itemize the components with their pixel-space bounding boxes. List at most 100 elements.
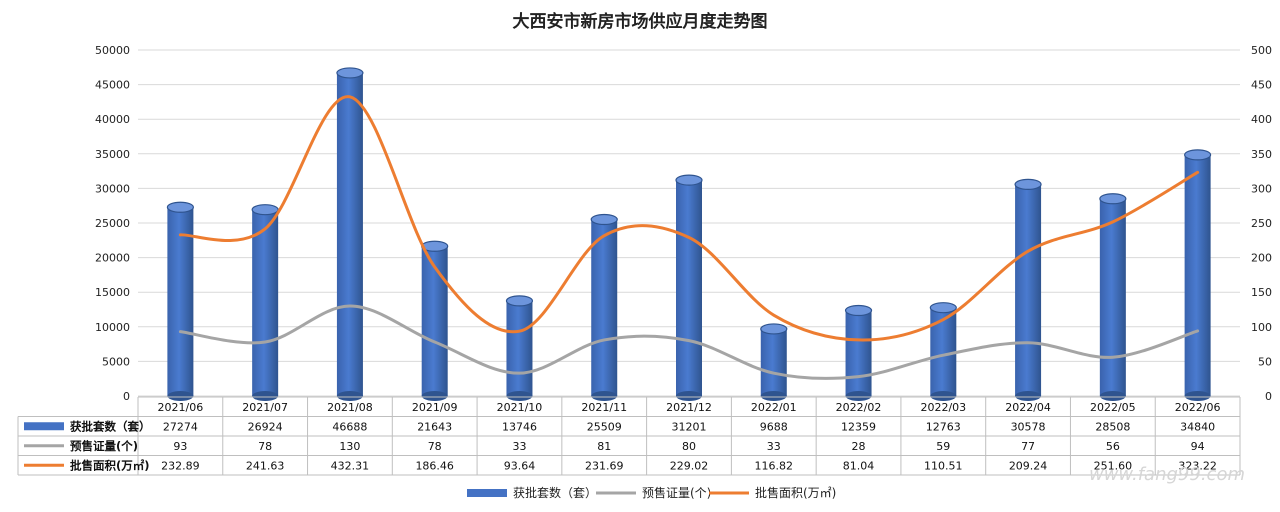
right-tick-label: 100: [1251, 321, 1272, 334]
data-label: 432.31: [331, 459, 370, 472]
data-label: 34840: [1180, 420, 1215, 433]
line-series: [178, 95, 1200, 380]
bar-series: [166, 67, 1212, 401]
category-label: 2022/02: [836, 401, 882, 414]
category-label: 2022/05: [1090, 401, 1136, 414]
category-label: 2022/04: [1005, 401, 1051, 414]
data-label: 241.63: [246, 459, 285, 472]
bar: [676, 180, 702, 396]
data-label: 209.24: [1009, 459, 1048, 472]
data-label: 28508: [1095, 420, 1130, 433]
bar-top: [251, 204, 279, 216]
row-legend-swatch: [24, 422, 64, 431]
bar-base: [760, 391, 787, 401]
bar-top: [1014, 178, 1042, 191]
right-tick-label: 500: [1251, 44, 1272, 57]
data-label: 251.60: [1094, 459, 1133, 472]
data-label: 93: [173, 440, 187, 453]
data-label: 78: [428, 440, 442, 453]
data-label: 229.02: [670, 459, 709, 472]
row-label: 批售面积(万㎡): [70, 458, 150, 472]
bar-top: [675, 174, 703, 186]
left-tick-label: 50000: [95, 44, 130, 57]
bar: [760, 328, 787, 396]
bar: [506, 300, 533, 396]
data-label: 33: [512, 440, 526, 453]
bar: [845, 310, 872, 396]
category-label: 2022/01: [751, 401, 797, 414]
bar-base: [676, 391, 702, 401]
data-label: 12359: [841, 420, 876, 433]
legend-label: 预售证量(个): [642, 485, 711, 500]
category-label: 2021/10: [497, 401, 543, 414]
bar-top: [760, 323, 788, 335]
data-label: 94: [1191, 440, 1205, 453]
legend: 获批套数（套） 预售证量(个) 批售面积(万㎡): [467, 485, 836, 500]
bar-top: [590, 213, 618, 226]
left-tick-label: 30000: [95, 182, 130, 195]
data-label: 12763: [926, 420, 961, 433]
data-label: 59: [936, 440, 950, 453]
category-label: 2021/06: [158, 401, 204, 414]
data-label: 26924: [248, 420, 283, 433]
left-tick-label: 5000: [102, 355, 130, 368]
data-label: 81.04: [843, 459, 875, 472]
data-label: 31201: [672, 420, 707, 433]
data-label: 80: [682, 440, 696, 453]
legend-swatch: [467, 489, 507, 497]
right-axis-ticks: 0 50 100 150 200 250 300 350 400 450 500: [1251, 44, 1272, 403]
right-tick-label: 350: [1251, 148, 1272, 161]
left-tick-label: 0: [123, 390, 130, 403]
right-tick-label: 400: [1251, 113, 1272, 126]
data-label: 116.82: [755, 459, 794, 472]
data-label: 25509: [587, 420, 622, 433]
bar-top: [1184, 149, 1212, 161]
legend-label: 批售面积(万㎡): [755, 485, 836, 500]
bar-base: [1015, 391, 1042, 401]
bar-top: [166, 201, 194, 213]
data-label: 78: [258, 440, 272, 453]
data-label: 33: [767, 440, 781, 453]
bar-top: [1099, 193, 1127, 205]
bar: [252, 209, 279, 396]
bar-top: [844, 304, 873, 317]
bar: [336, 72, 363, 396]
right-tick-label: 250: [1251, 217, 1272, 230]
bar: [167, 207, 194, 396]
left-axis-ticks: 0 5000 10000 15000 20000 25000 30000 35000 40000…: [95, 44, 130, 403]
bar-base: [167, 391, 194, 401]
category-label: 2021/08: [327, 401, 373, 414]
category-label: 2021/11: [581, 401, 627, 414]
row-label: 预售证量(个): [70, 439, 138, 453]
bar: [1099, 198, 1126, 396]
data-label: 232.89: [161, 459, 200, 472]
bar-base: [421, 391, 448, 401]
left-tick-label: 10000: [95, 321, 130, 334]
presale-permit-line: [178, 304, 1200, 380]
bar-base: [591, 391, 618, 401]
data-label: 130: [339, 440, 360, 453]
bar: [591, 219, 618, 396]
data-label: 28: [852, 440, 866, 453]
left-tick-label: 35000: [95, 148, 130, 161]
data-label: 9688: [760, 420, 788, 433]
bar-base: [336, 391, 363, 401]
data-label: 93.64: [504, 459, 536, 472]
bar-top: [505, 295, 534, 307]
category-label: 2022/06: [1175, 401, 1221, 414]
data-label: 77: [1021, 440, 1035, 453]
bar-top: [929, 302, 957, 314]
data-label: 46688: [332, 420, 367, 433]
category-label: 2021/12: [666, 401, 712, 414]
data-label: 56: [1106, 440, 1120, 453]
bar-base: [506, 391, 533, 401]
bar-base: [252, 391, 279, 401]
row-label: 获批套数（套）: [70, 419, 151, 433]
data-label: 27274: [163, 420, 198, 433]
sales-area-line: [178, 95, 1200, 342]
bar: [1184, 154, 1211, 396]
data-table: 2021/06 2021/07 2021/08 2021/09 2021/10 2021/…: [17, 396, 1241, 476]
left-tick-label: 45000: [95, 79, 130, 92]
watermark: www.fang99.com: [1089, 464, 1245, 485]
